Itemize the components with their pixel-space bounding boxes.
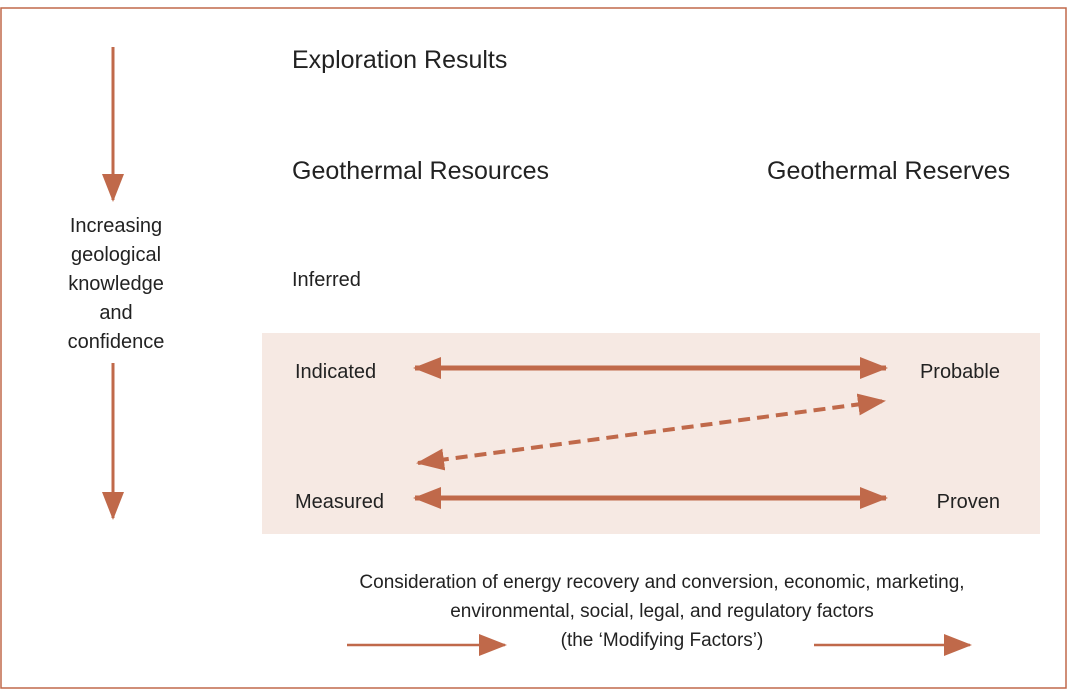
heading: Geothermal Reserves — [767, 157, 1010, 185]
level: Probable — [920, 361, 1000, 383]
factor-line: environmental, social, legal, and regula… — [450, 601, 874, 622]
frame — [0, 7, 1067, 689]
dashed-arrow — [416, 393, 886, 471]
side-line: Increasing — [70, 215, 162, 237]
title: Exploration Results — [292, 46, 507, 74]
side-line: knowledge — [68, 273, 164, 295]
side-line: confidence — [68, 331, 165, 353]
level: Proven — [937, 491, 1000, 513]
level: Inferred — [292, 269, 361, 291]
side-line: and — [99, 302, 132, 324]
factor-line: Consideration of energy recovery and con… — [359, 572, 964, 593]
factor-line: (the ‘Modifying Factors’) — [561, 630, 764, 651]
level: Indicated — [295, 361, 376, 383]
side-label: Increasing geological knowledge and conf… — [68, 215, 165, 353]
modifying-factors: Consideration of energy recovery and con… — [359, 572, 964, 651]
side-line: geological — [71, 244, 161, 266]
heading: Geothermal Resources — [292, 157, 549, 185]
level: Measured — [295, 491, 384, 513]
